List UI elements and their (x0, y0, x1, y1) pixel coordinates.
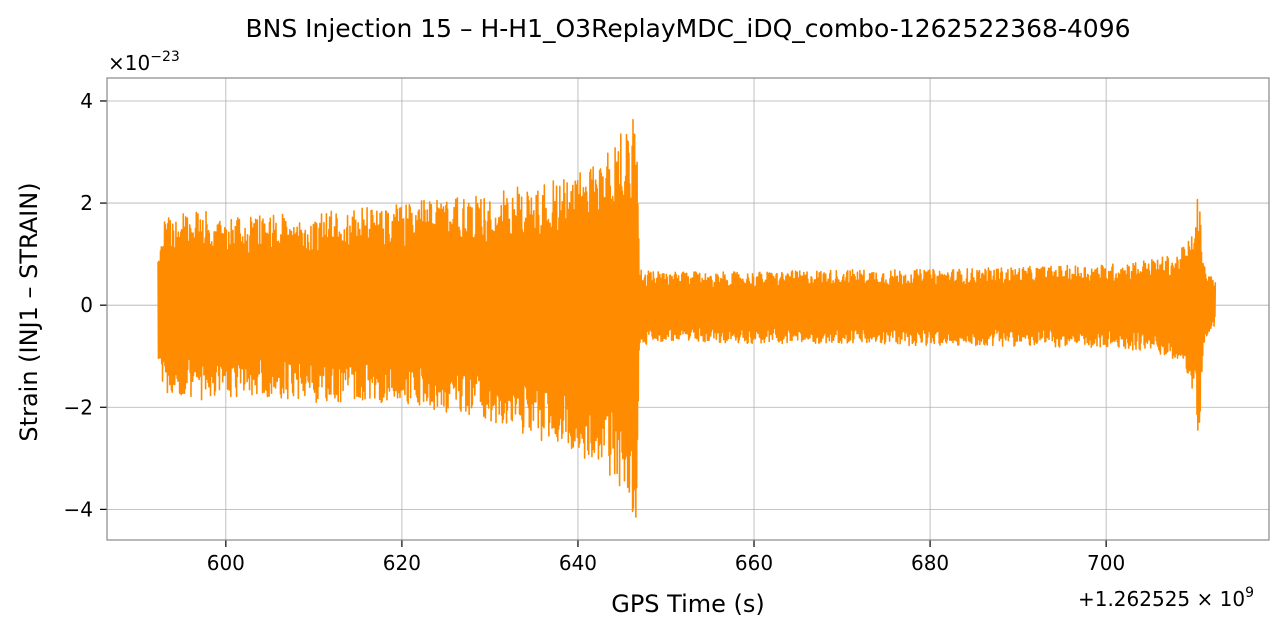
y-tick-label: −2 (64, 395, 93, 419)
x-tick-label: 680 (911, 551, 949, 575)
x-tick-label: 620 (383, 551, 421, 575)
x-tick-label: 600 (207, 551, 245, 575)
plot-frame (106, 77, 1270, 541)
y-axis-label: Strain (INJ1 – STRAIN) (15, 182, 43, 441)
x-offset-exponent: 9 (1245, 585, 1254, 601)
y-tick-label: −4 (64, 497, 93, 521)
y-scale-label: ×10−23 (108, 49, 180, 75)
x-offset-label: +1.262525 × 109 (1078, 585, 1254, 611)
strain-series-band (158, 198, 1216, 425)
x-tick-label: 660 (735, 551, 773, 575)
chart-title: BNS Injection 15 – H-H1_O3ReplayMDC_iDQ_… (245, 14, 1130, 43)
x-axis-label: GPS Time (s) (611, 590, 765, 618)
plot-area (157, 118, 1217, 518)
y-tick-label: 4 (80, 89, 93, 113)
x-tick-label: 640 (559, 551, 597, 575)
axes (100, 77, 1270, 547)
tick-labels: 600 620 640 660 680 700 −4 −2 0 2 4 (64, 89, 1126, 575)
x-tick-label: 700 (1087, 551, 1125, 575)
y-scale-exponent: −23 (150, 49, 180, 65)
y-tick-label: 2 (80, 191, 93, 215)
y-tick-label: 0 (80, 293, 93, 317)
